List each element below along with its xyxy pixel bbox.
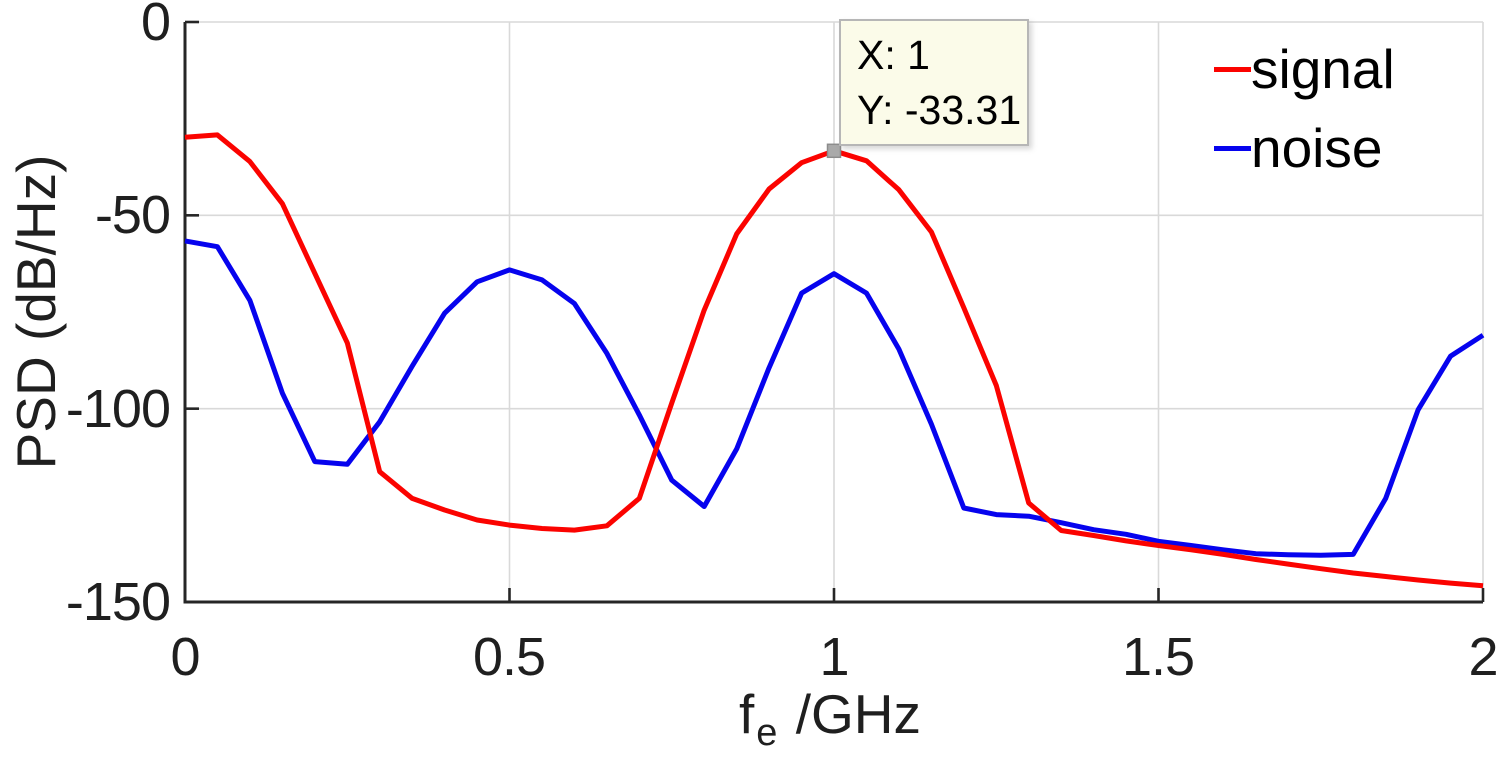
legend-label-signal: signal	[1251, 38, 1395, 100]
y-tick-label-150: -150	[65, 572, 171, 632]
y-tick-label-100: -100	[65, 379, 171, 439]
datatip-x-value: X: 1	[857, 32, 930, 78]
datatip-marker[interactable]	[826, 143, 842, 159]
noise-line[interactable]	[184, 238, 1485, 558]
x-tick-label-05: 0.5	[472, 627, 546, 687]
x-axis-label-unit: /GHz	[780, 683, 921, 745]
y-tick-label-50: -50	[94, 185, 171, 245]
legend-item-noise[interactable]: noise	[1214, 109, 1395, 188]
y-tick-label-0: 0	[140, 0, 171, 52]
signal-line-swatch	[1214, 67, 1251, 72]
legend-item-signal[interactable]: signal	[1214, 30, 1395, 109]
legend-label-noise: noise	[1251, 117, 1383, 179]
legend: signal noise	[1214, 30, 1395, 188]
noise-line-swatch	[1214, 146, 1251, 151]
x-tick-label-1: 1	[819, 627, 849, 687]
y-axis-label: PSD (dB/Hz)	[5, 154, 67, 470]
x-axis-label: f e /GHz	[739, 683, 921, 754]
x-tick-label-15: 1.5	[1121, 627, 1195, 687]
x-tick-label-2: 2	[1468, 627, 1496, 687]
x-axis-label-symbol: f	[739, 683, 755, 745]
datatip[interactable]: X: 1 Y: -33.31	[839, 19, 1029, 146]
x-tick-label-0: 0	[170, 627, 200, 687]
datatip-y-value: Y: -33.31	[857, 87, 1022, 133]
x-axis-label-subscript: e	[756, 712, 778, 754]
